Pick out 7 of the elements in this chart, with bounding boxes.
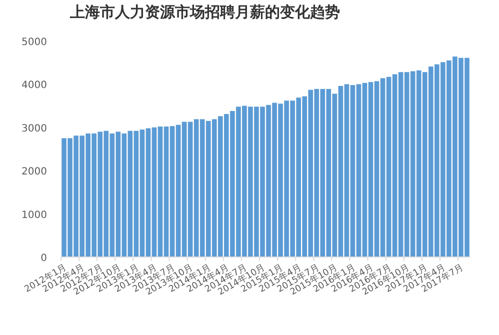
y-tick-label: 3000: [22, 123, 47, 134]
y-tick-label: 0: [40, 253, 47, 264]
y-tick-label: 5000: [22, 37, 47, 48]
y-tick-label: 4000: [22, 80, 47, 92]
y-tick-label: 2000: [22, 166, 47, 178]
y-tick-label: 1000: [22, 210, 47, 221]
chart-title: 上海市人力资源市场招聘月薪的变化趋势: [69, 3, 340, 21]
